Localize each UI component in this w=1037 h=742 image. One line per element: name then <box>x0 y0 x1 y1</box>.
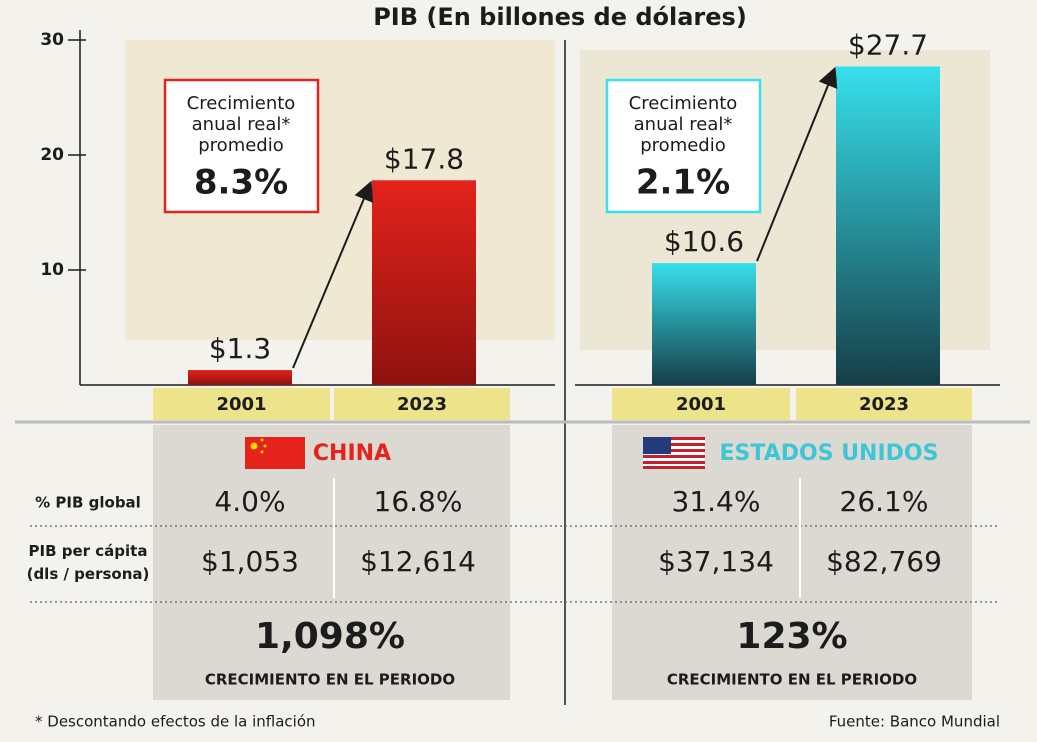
year-band <box>612 388 790 420</box>
total-label: CRECIMIENTO EN EL PERIODO <box>667 671 917 689</box>
cell: 4.0% <box>214 485 285 518</box>
callout-text: Crecimiento <box>629 93 738 114</box>
callout-text: promedio <box>640 135 726 156</box>
callout-text: anual real* <box>192 114 291 135</box>
growth-arrow <box>756 66 838 262</box>
cell: $82,769 <box>826 545 942 578</box>
total: 123% <box>736 616 847 657</box>
bar <box>372 180 476 385</box>
cell: $1,053 <box>201 545 299 578</box>
bar <box>652 263 756 385</box>
cell: 16.8% <box>374 485 463 518</box>
x-tick-label: 2001 <box>676 394 726 415</box>
country-name: CHINA <box>313 441 391 466</box>
us-flag <box>643 437 705 469</box>
callout-value: 2.1% <box>636 163 730 203</box>
title: PIB (En billones de dólares) <box>373 3 747 31</box>
year-band <box>334 388 510 420</box>
total: 1,098% <box>255 616 405 657</box>
country-name: ESTADOS UNIDOS <box>720 441 939 466</box>
value-label: $1.3 <box>209 332 271 365</box>
value-label: $17.8 <box>384 142 464 175</box>
table-panel <box>153 425 510 700</box>
cell: 31.4% <box>672 485 761 518</box>
row-label: PIB per cápita <box>29 542 148 560</box>
callout-text: anual real* <box>634 114 733 135</box>
year-band <box>153 388 330 420</box>
table-panel <box>612 425 972 700</box>
bar <box>188 370 292 385</box>
callout-value: 8.3% <box>194 163 288 203</box>
x-tick-label: 2023 <box>397 394 447 415</box>
cell: $12,614 <box>360 545 476 578</box>
row-label: (dls / persona) <box>27 565 150 583</box>
china-flag <box>245 437 305 469</box>
value-label: $10.6 <box>664 225 744 258</box>
row-label: % PIB global <box>35 494 141 512</box>
callout-box <box>163 78 320 214</box>
y-tick-label: 10 <box>40 260 64 280</box>
callout-text: promedio <box>198 135 284 156</box>
cell: $37,134 <box>658 545 774 578</box>
year-band <box>796 388 972 420</box>
y-tick-label: 30 <box>40 30 64 50</box>
y-tick-label: 20 <box>40 145 64 165</box>
source: Fuente: Banco Mundial <box>829 713 1000 731</box>
x-tick-label: 2001 <box>216 394 266 415</box>
footnote: * Descontando efectos de la inflación <box>35 713 316 731</box>
growth-arrow <box>292 180 374 369</box>
value-label: $27.7 <box>848 28 928 61</box>
cell: 26.1% <box>840 485 929 518</box>
callout-box <box>605 78 762 214</box>
callout-text: Crecimiento <box>187 93 296 114</box>
x-tick-label: 2023 <box>859 394 909 415</box>
bar <box>836 66 940 385</box>
total-label: CRECIMIENTO EN EL PERIODO <box>205 671 455 689</box>
